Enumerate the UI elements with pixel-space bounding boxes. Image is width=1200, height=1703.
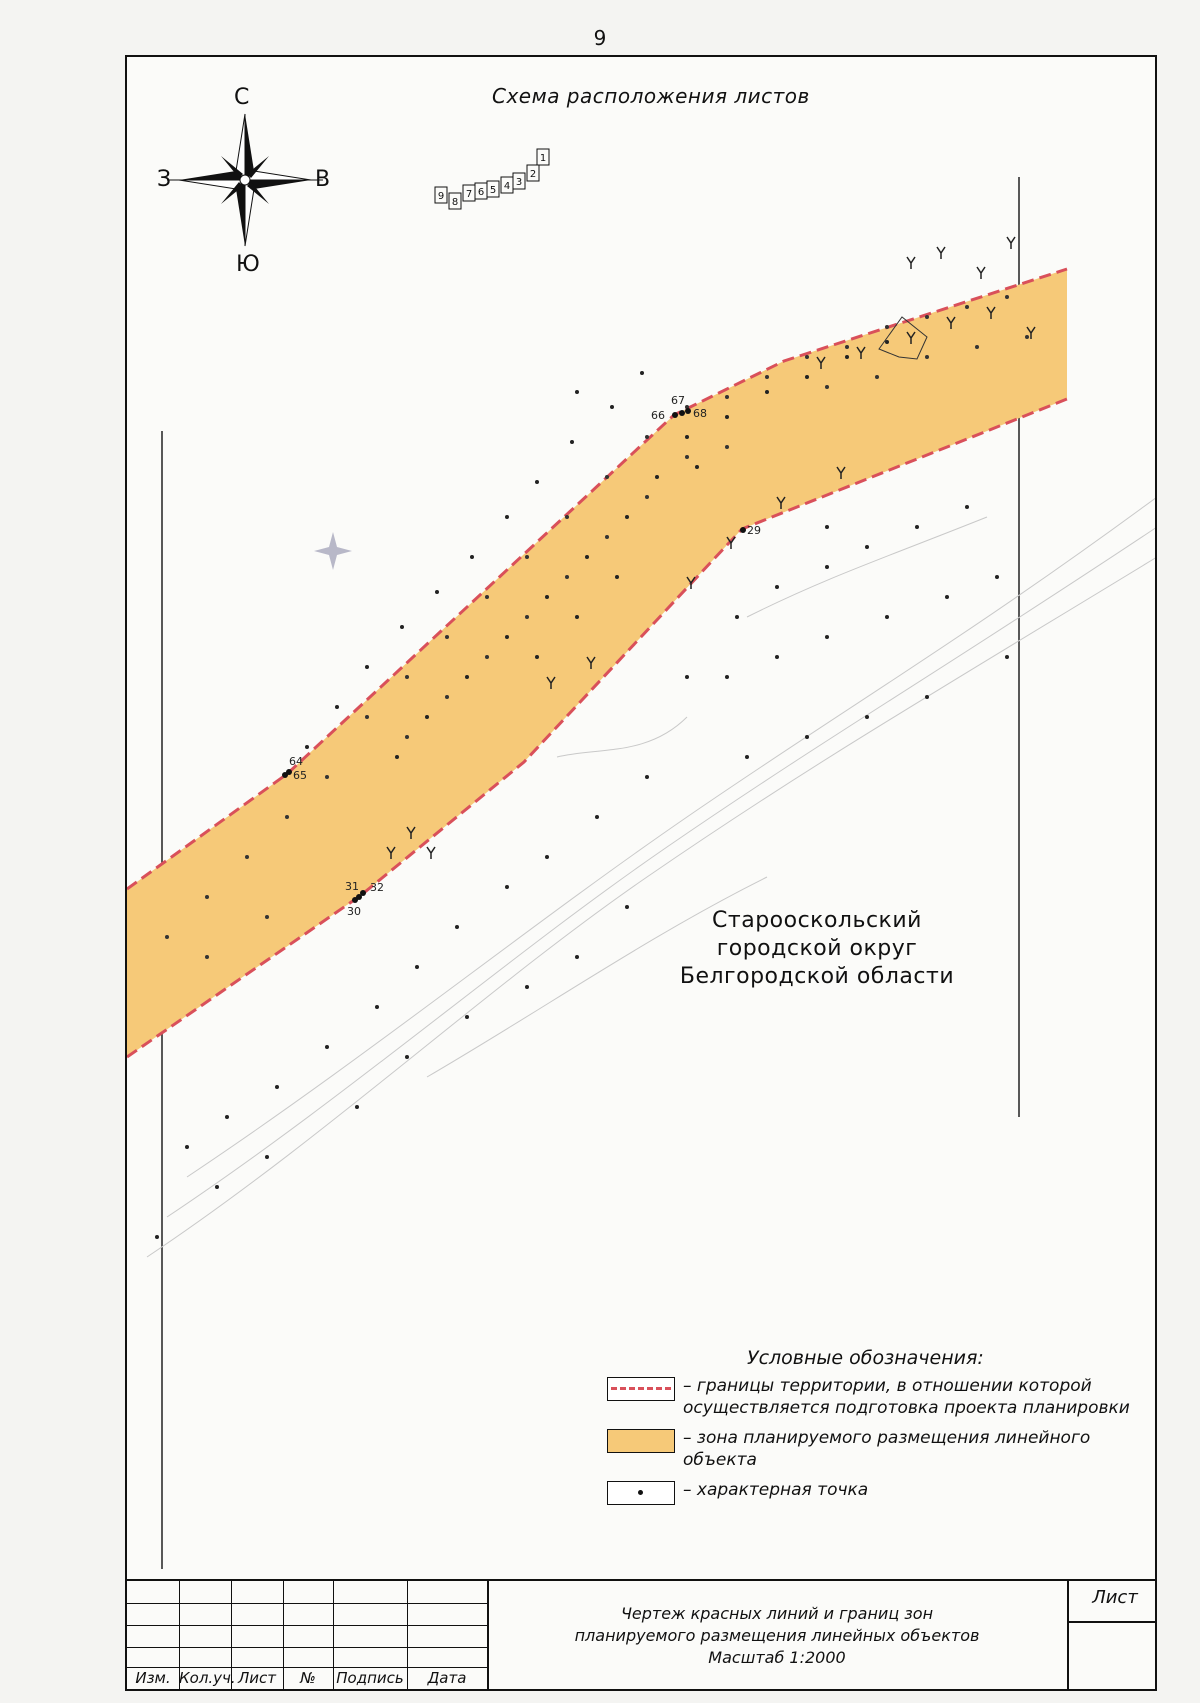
compass-rose-icon bbox=[167, 113, 323, 247]
point-label: 67 bbox=[671, 394, 685, 407]
drawing-title-line: Чертеж красных линий и границ зон bbox=[620, 1604, 934, 1623]
svg-text:1: 1 bbox=[540, 153, 546, 164]
sheet-layout-numbers: 1 2 3 4 5 6 7 8 9 bbox=[438, 153, 546, 208]
planned-zone-area bbox=[127, 269, 1067, 1057]
point-label: 68 bbox=[693, 407, 707, 420]
legend: Условные обозначения: – границы территор… bbox=[607, 1347, 1147, 1513]
svg-text:4: 4 bbox=[504, 181, 510, 192]
legend-item-text: – зона планируемого размещения линейного… bbox=[683, 1428, 1091, 1470]
red-dashed-line-icon bbox=[607, 1377, 675, 1401]
point-label: 32 bbox=[370, 881, 384, 894]
dot-icon bbox=[607, 1481, 675, 1505]
compass-west-label: З bbox=[157, 167, 172, 192]
region-label: Старооскольский городской округ Белгород… bbox=[647, 907, 987, 991]
legend-item: – зона планируемого размещения линейного… bbox=[607, 1427, 1147, 1471]
compass-east-label: В bbox=[315, 167, 331, 192]
legend-item: – границы территории, в отношении которо… bbox=[607, 1375, 1147, 1419]
zone-grid-dots bbox=[165, 295, 1029, 959]
characteristic-points bbox=[282, 408, 746, 903]
stamp-header: Лист bbox=[237, 1669, 276, 1687]
stamp-header: № док. bbox=[291, 1669, 324, 1689]
svg-text:5: 5 bbox=[490, 185, 496, 196]
revision-grid: Изм. Кол.уч. Лист № док. Подпись Дата bbox=[127, 1581, 489, 1689]
sheet-box: Лист bbox=[1067, 1581, 1155, 1689]
legend-item: – характерная точка bbox=[607, 1479, 1147, 1505]
page-number: 9 bbox=[593, 26, 607, 50]
legend-title: Условные обозначения: bbox=[747, 1347, 984, 1369]
drawing-title: Чертеж красных линий и границ зон планир… bbox=[487, 1603, 1067, 1669]
svg-text:9: 9 bbox=[438, 191, 444, 202]
region-line: Старооскольский bbox=[712, 908, 922, 933]
sheet-label: Лист bbox=[1092, 1587, 1138, 1608]
svg-text:3: 3 bbox=[516, 177, 522, 188]
drawing-scale: Масштаб 1:2000 bbox=[708, 1648, 846, 1667]
compass-north-label: С bbox=[234, 85, 250, 110]
region-line: Белгородской области bbox=[679, 964, 955, 989]
map-star-marker bbox=[314, 532, 352, 570]
compass-south-label: Ю bbox=[236, 252, 260, 277]
stamp-header: Изм. bbox=[135, 1669, 171, 1687]
topography-lines bbox=[146, 497, 1155, 1258]
stamp-header: Подпись bbox=[336, 1669, 404, 1687]
legend-item-text: – границы территории, в отношении которо… bbox=[683, 1376, 1130, 1418]
svg-text:6: 6 bbox=[478, 187, 484, 198]
vegetation-symbols bbox=[386, 236, 1036, 859]
svg-text:2: 2 bbox=[530, 169, 536, 180]
point-label: 66 bbox=[651, 409, 665, 422]
svg-text:7: 7 bbox=[466, 189, 472, 200]
boundary-line-lower bbox=[127, 397, 1068, 1059]
plot-outline bbox=[878, 316, 928, 360]
title-block: Изм. Кол.уч. Лист № док. Подпись Дата Че… bbox=[127, 1579, 1155, 1689]
drawing-title-line: планируемого размещения линейных объекто… bbox=[574, 1626, 980, 1645]
point-label: 29 bbox=[747, 524, 761, 537]
point-label: 65 bbox=[293, 769, 307, 782]
svg-text:8: 8 bbox=[452, 197, 458, 208]
map-canvas: 66 67 68 29 64 65 31 32 30 bbox=[127, 113, 1155, 1569]
stamp-header: Дата bbox=[427, 1669, 467, 1687]
legend-item-text: – характерная точка bbox=[683, 1480, 869, 1500]
stamp-header: Кол.уч. bbox=[179, 1669, 236, 1687]
drawing-frame: 66 67 68 29 64 65 31 32 30 bbox=[125, 55, 1157, 1691]
sheet-layout-scheme bbox=[434, 148, 550, 210]
region-line: городской округ bbox=[716, 936, 918, 961]
point-label: 30 bbox=[347, 905, 361, 918]
orange-fill-icon bbox=[607, 1429, 675, 1453]
point-label: 64 bbox=[289, 755, 303, 768]
scheme-title: Схема расположения листов bbox=[492, 84, 810, 108]
survey-dots bbox=[155, 340, 1009, 1239]
point-label: 31 bbox=[345, 880, 359, 893]
